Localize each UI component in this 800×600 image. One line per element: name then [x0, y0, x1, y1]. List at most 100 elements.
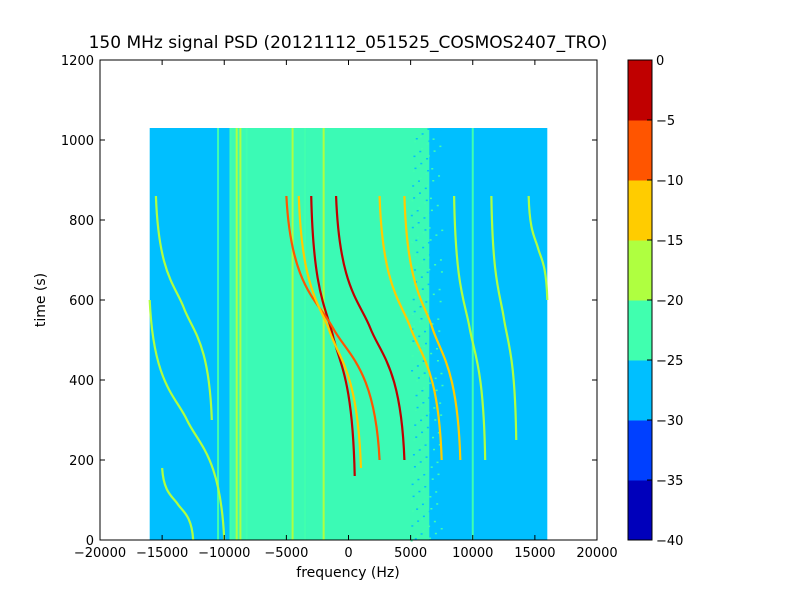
colorbar-segment — [628, 180, 652, 241]
heatmap-speckle — [432, 293, 435, 296]
heatmap-speckle — [413, 182, 416, 184]
heatmap-speckle — [420, 318, 423, 320]
colorbar-tick-label: −10 — [656, 174, 683, 189]
heatmap-speckle — [413, 439, 416, 441]
heatmap-speckle — [417, 520, 420, 522]
heatmap-speckle — [416, 380, 419, 382]
heatmap-speckle — [432, 308, 435, 310]
heatmap-speckle — [416, 508, 419, 510]
heatmap-speckle — [419, 461, 422, 463]
x-tick-label: −10000 — [198, 546, 250, 561]
heatmap-speckle — [436, 488, 439, 490]
heatmap-speckle — [418, 192, 421, 194]
heatmap-speckle — [428, 397, 431, 399]
heatmap-speckle — [427, 242, 430, 244]
heatmap-speckle — [423, 387, 426, 389]
heatmap-doppler-track — [490, 195, 518, 441]
colorbar-tick-label: −40 — [656, 534, 683, 549]
heatmap-speckle — [436, 461, 439, 464]
heatmap-speckle — [428, 268, 431, 271]
heatmap-speckle — [435, 518, 438, 520]
heatmap-speckle — [430, 224, 433, 226]
heatmap-speckle — [441, 384, 444, 387]
heatmap-speckle — [422, 360, 425, 362]
x-tick-label: −20000 — [74, 546, 126, 561]
heatmap-speckle — [421, 133, 424, 135]
heatmap-speckle — [413, 197, 416, 199]
heatmap-speckle — [423, 459, 426, 461]
heatmap-speckle — [415, 394, 418, 397]
heatmap-speckle — [421, 518, 424, 520]
heatmap-speckle — [435, 476, 438, 478]
heatmap-speckle — [412, 185, 415, 187]
heatmap-doppler-track — [285, 195, 381, 461]
heatmap-speckle — [413, 466, 416, 468]
y-axis: 0 200 400 600 800 1000 1200 — [61, 54, 597, 549]
heatmap-speckle — [414, 424, 417, 426]
heatmap-speckle — [428, 525, 431, 528]
heatmap-speckle — [430, 508, 433, 510]
heatmap-speckle — [422, 232, 425, 234]
heatmap-speckle — [422, 273, 425, 276]
heatmap-speckle — [417, 478, 420, 481]
heatmap-speckle — [417, 222, 420, 224]
heatmap-speckle — [415, 523, 418, 525]
heatmap-speckle — [418, 490, 421, 493]
y-tick-label: 1200 — [61, 54, 94, 69]
heatmap-speckle — [429, 212, 432, 214]
heatmap-speckle — [429, 239, 432, 241]
heatmap-speckle — [428, 510, 431, 513]
heatmap-doppler-track — [334, 195, 406, 461]
y-axis-label: time (s) — [33, 273, 49, 327]
heatmap-speckle — [438, 444, 441, 446]
heatmap-speckle — [416, 210, 419, 212]
heatmap-doppler-track — [161, 467, 195, 541]
heatmap-speckle — [428, 227, 431, 229]
heatmap-speckle — [434, 264, 437, 266]
x-tick-label: 20000 — [576, 546, 617, 561]
heatmap-speckle — [426, 441, 429, 444]
heatmap-speckle — [439, 300, 442, 303]
heatmap-doppler-track — [154, 195, 213, 421]
heatmap-speckle — [422, 488, 425, 491]
heatmap-doppler-track — [148, 299, 226, 541]
heatmap-speckle — [414, 269, 417, 271]
heatmap-speckle — [427, 412, 430, 414]
heatmap-speckle — [432, 138, 435, 140]
colorbar-tick-label: −30 — [656, 414, 683, 429]
heatmap-speckle — [428, 254, 431, 256]
y-tick-label: 600 — [69, 294, 94, 309]
heatmap-speckle — [434, 506, 437, 508]
colorbar: 0 −5 −10 −15 −20 −25 −30 −35 −40 — [627, 54, 683, 549]
heatmap-layer — [148, 128, 549, 542]
heatmap-speckle — [423, 372, 426, 374]
heatmap-speckle — [411, 525, 414, 527]
heatmap-speckle — [411, 226, 414, 229]
heatmap-speckle — [422, 530, 425, 532]
heatmap-speckle — [440, 244, 443, 246]
heatmap-speckle — [436, 360, 439, 362]
heatmap-speckle — [438, 458, 441, 461]
heatmap-speckle — [440, 372, 443, 375]
heatmap-speckle — [412, 298, 415, 301]
heatmap-speckle — [433, 448, 436, 451]
heatmap-speckle — [436, 503, 439, 505]
heatmap-speckle — [412, 454, 415, 456]
heatmap-speckle — [433, 535, 436, 538]
heatmap-speckle — [432, 165, 435, 167]
colorbar-tick-label: −35 — [656, 474, 683, 489]
heatmap-speckle — [415, 436, 418, 438]
heatmap-speckle — [420, 291, 423, 293]
heatmap-speckle — [419, 434, 422, 436]
heatmap-speckle — [416, 535, 419, 537]
heatmap-speckle — [412, 170, 415, 172]
heatmap-speckle — [436, 204, 439, 207]
heatmap-speckle — [416, 406, 419, 409]
heatmap-speckle — [417, 377, 420, 379]
heatmap-speckle — [430, 481, 433, 483]
heatmap-speckle — [426, 298, 429, 300]
heatmap-speckle — [437, 190, 440, 192]
heatmap-speckle — [412, 468, 415, 471]
heatmap-speckle — [431, 323, 434, 325]
heatmap-speckle — [430, 182, 433, 185]
